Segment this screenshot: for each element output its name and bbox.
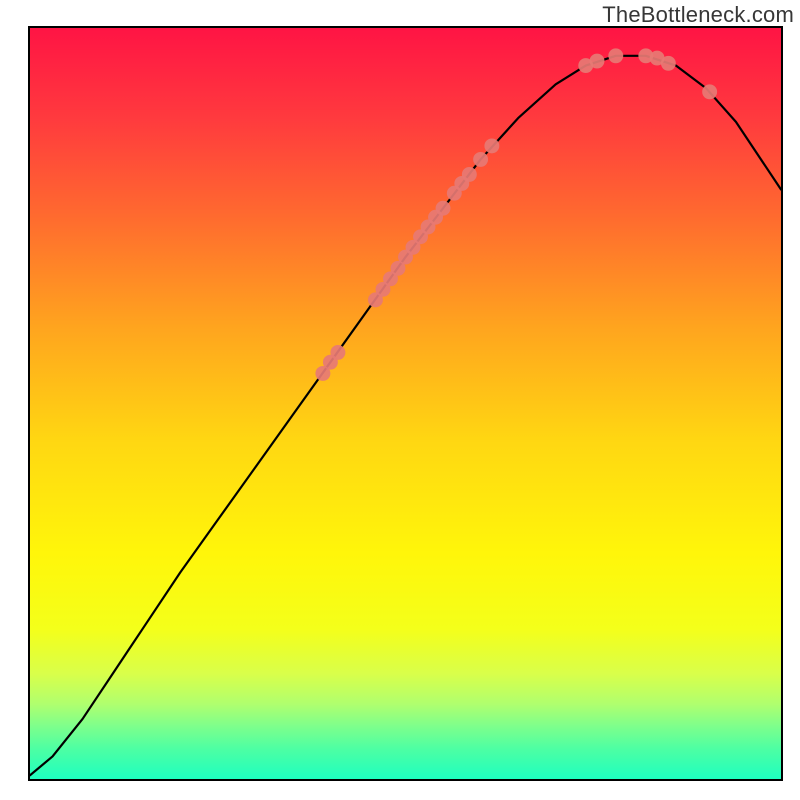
watermark-text: TheBottleneck.com (602, 2, 794, 28)
data-markers (30, 28, 781, 779)
chart-frame (28, 26, 783, 781)
